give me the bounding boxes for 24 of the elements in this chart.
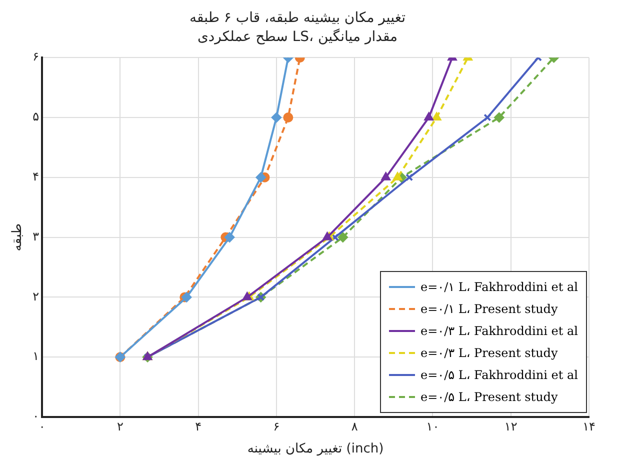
chart-title: تغییر مکان بیشینه طبقه، قاب ۶ طبقه	[190, 10, 406, 26]
y-tick-label: ۱	[32, 349, 40, 364]
legend-label: e=۰/۳ L، Present study	[420, 346, 558, 360]
x-axis-title: تغییر مکان بیشینه (inch)	[247, 442, 384, 457]
x-tick-label: ۶	[273, 419, 280, 434]
x-tick-label: ۱۰	[426, 419, 440, 434]
legend-label: e=۰/۱ L، Fakhroddini et al	[420, 280, 578, 294]
x-tick-label: ۴	[195, 419, 202, 434]
chart-subtitle: سطح عملکردی LS، مقدار میانگین	[197, 28, 398, 45]
legend-label: e=۰/۵ L، Fakhroddini et al	[420, 368, 578, 382]
y-axis-title: طبقه	[10, 223, 26, 252]
legend-label: e=۰/۵ L، Present study	[420, 390, 558, 404]
y-tick-label: ۶	[32, 50, 40, 64]
y-tick-label: ۰	[32, 409, 40, 424]
y-tick-label: ۴	[32, 170, 40, 184]
x-tick-label: ۲	[116, 419, 124, 434]
x-tick-label: ۸	[351, 419, 358, 434]
legend-label: e=۰/۳ L، Fakhroddini et al	[420, 324, 578, 338]
y-tick-label: ۳	[32, 229, 40, 244]
y-tick-label: ۵	[32, 110, 40, 124]
y-tick-label: ۲	[32, 289, 40, 304]
x-tick-label: ۱۴	[582, 419, 596, 434]
legend-label: e=۰/۱ L، Present study	[420, 302, 558, 316]
x-tick-label: ۱۲	[504, 419, 518, 434]
